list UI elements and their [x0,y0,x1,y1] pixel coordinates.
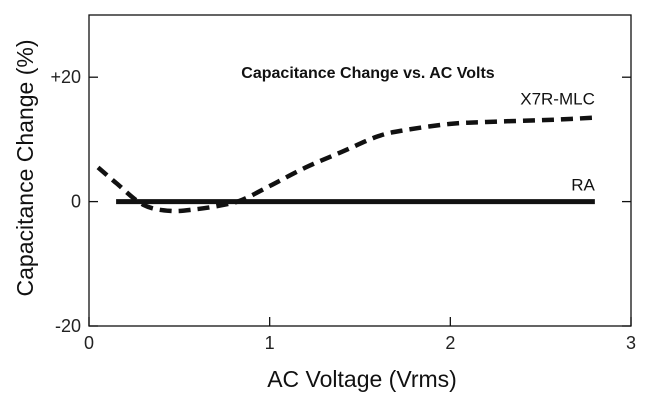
series-label-ra: RA [571,176,595,195]
x-tick-label: 1 [265,333,275,353]
y-tick-label: +20 [50,67,81,87]
y-tick-label: 0 [71,192,81,212]
x-tick-label: 3 [626,333,636,353]
x-tick-label: 2 [445,333,455,353]
series-group: X7R-MLC RA [96,90,596,214]
tick-group: 0 1 2 3+200-20 [50,67,636,353]
plot-area-frame [88,14,632,327]
series-line-x7r-mlc [96,115,595,214]
x-axis-label: AC Voltage (Vrms) [267,366,457,392]
y-axis-label: Capacitance Change (%) [12,40,38,297]
y-tick-label: -20 [55,316,81,336]
chart-title: Capacitance Change vs. AC Volts [241,65,495,82]
x-tick-label: 0 [84,333,94,353]
series-label-x7r-mlc: X7R-MLC [520,90,595,109]
